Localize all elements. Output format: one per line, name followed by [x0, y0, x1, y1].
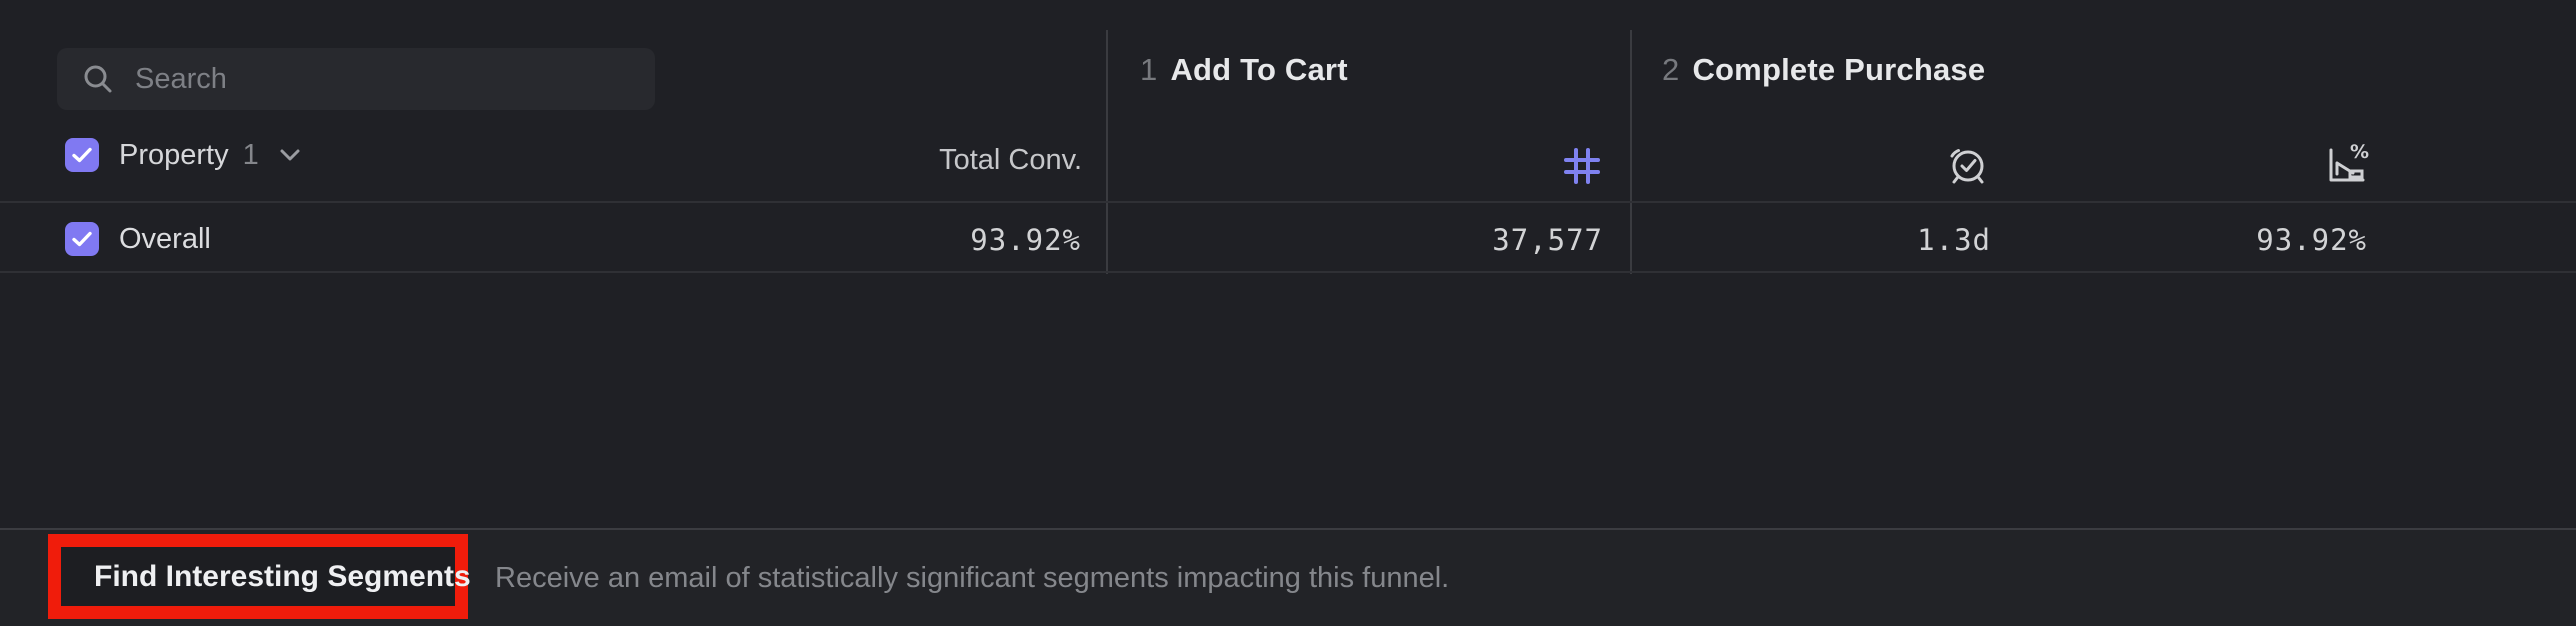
check-icon — [72, 147, 92, 163]
footer-bar: Find Interesting Segments Receive an ema… — [0, 528, 2576, 626]
search-input[interactable] — [135, 62, 631, 96]
annotation-highlight-box: Find Interesting Segments — [48, 534, 471, 619]
cell-conv-rate: 93.92% — [2256, 223, 2367, 257]
total-conv-header[interactable]: Total Conv. — [939, 144, 1082, 176]
find-interesting-segments-button[interactable]: Find Interesting Segments — [61, 547, 471, 606]
step-name: Add To Cart — [1170, 52, 1348, 87]
hash-icon[interactable] — [1564, 146, 1600, 186]
column-divider — [1630, 30, 1632, 274]
property-header-index: 1 — [242, 138, 259, 171]
row-label: Overall — [119, 222, 211, 255]
search-box[interactable] — [57, 48, 655, 110]
property-header-label: Property — [119, 138, 229, 171]
step-number: 2 — [1662, 52, 1680, 87]
step-name: Complete Purchase — [1692, 52, 1986, 87]
check-icon — [72, 231, 92, 247]
chevron-down-icon — [280, 149, 300, 161]
table-header-row: Property 1 Total Conv. % — [0, 130, 2576, 203]
step-number: 1 — [1140, 52, 1158, 87]
button-label: Find Interesting Segments — [94, 559, 471, 593]
cell-step1-count: 37,577 — [1492, 223, 1603, 257]
funnel-step-header-1: 1 Add To Cart — [1140, 52, 1348, 88]
cell-avg-time: 1.3d — [1917, 223, 1991, 257]
funnel-step-header-2: 2 Complete Purchase — [1662, 52, 1985, 88]
cell-total-conv: 93.92% — [970, 223, 1081, 257]
conversion-chart-icon[interactable]: % — [2323, 142, 2369, 188]
svg-text:%: % — [2350, 142, 2369, 163]
search-icon — [84, 65, 112, 93]
clock-check-icon[interactable] — [1946, 142, 1990, 188]
column-divider — [1106, 30, 1108, 274]
property-checkbox[interactable] — [65, 138, 99, 172]
row-checkbox[interactable] — [65, 222, 99, 256]
property-dropdown[interactable]: Property 1 — [65, 138, 301, 172]
footer-description: Receive an email of statistically signif… — [495, 561, 1450, 594]
table-row-overall: Overall 93.92% 37,577 1.3d 93.92% — [0, 205, 2576, 273]
